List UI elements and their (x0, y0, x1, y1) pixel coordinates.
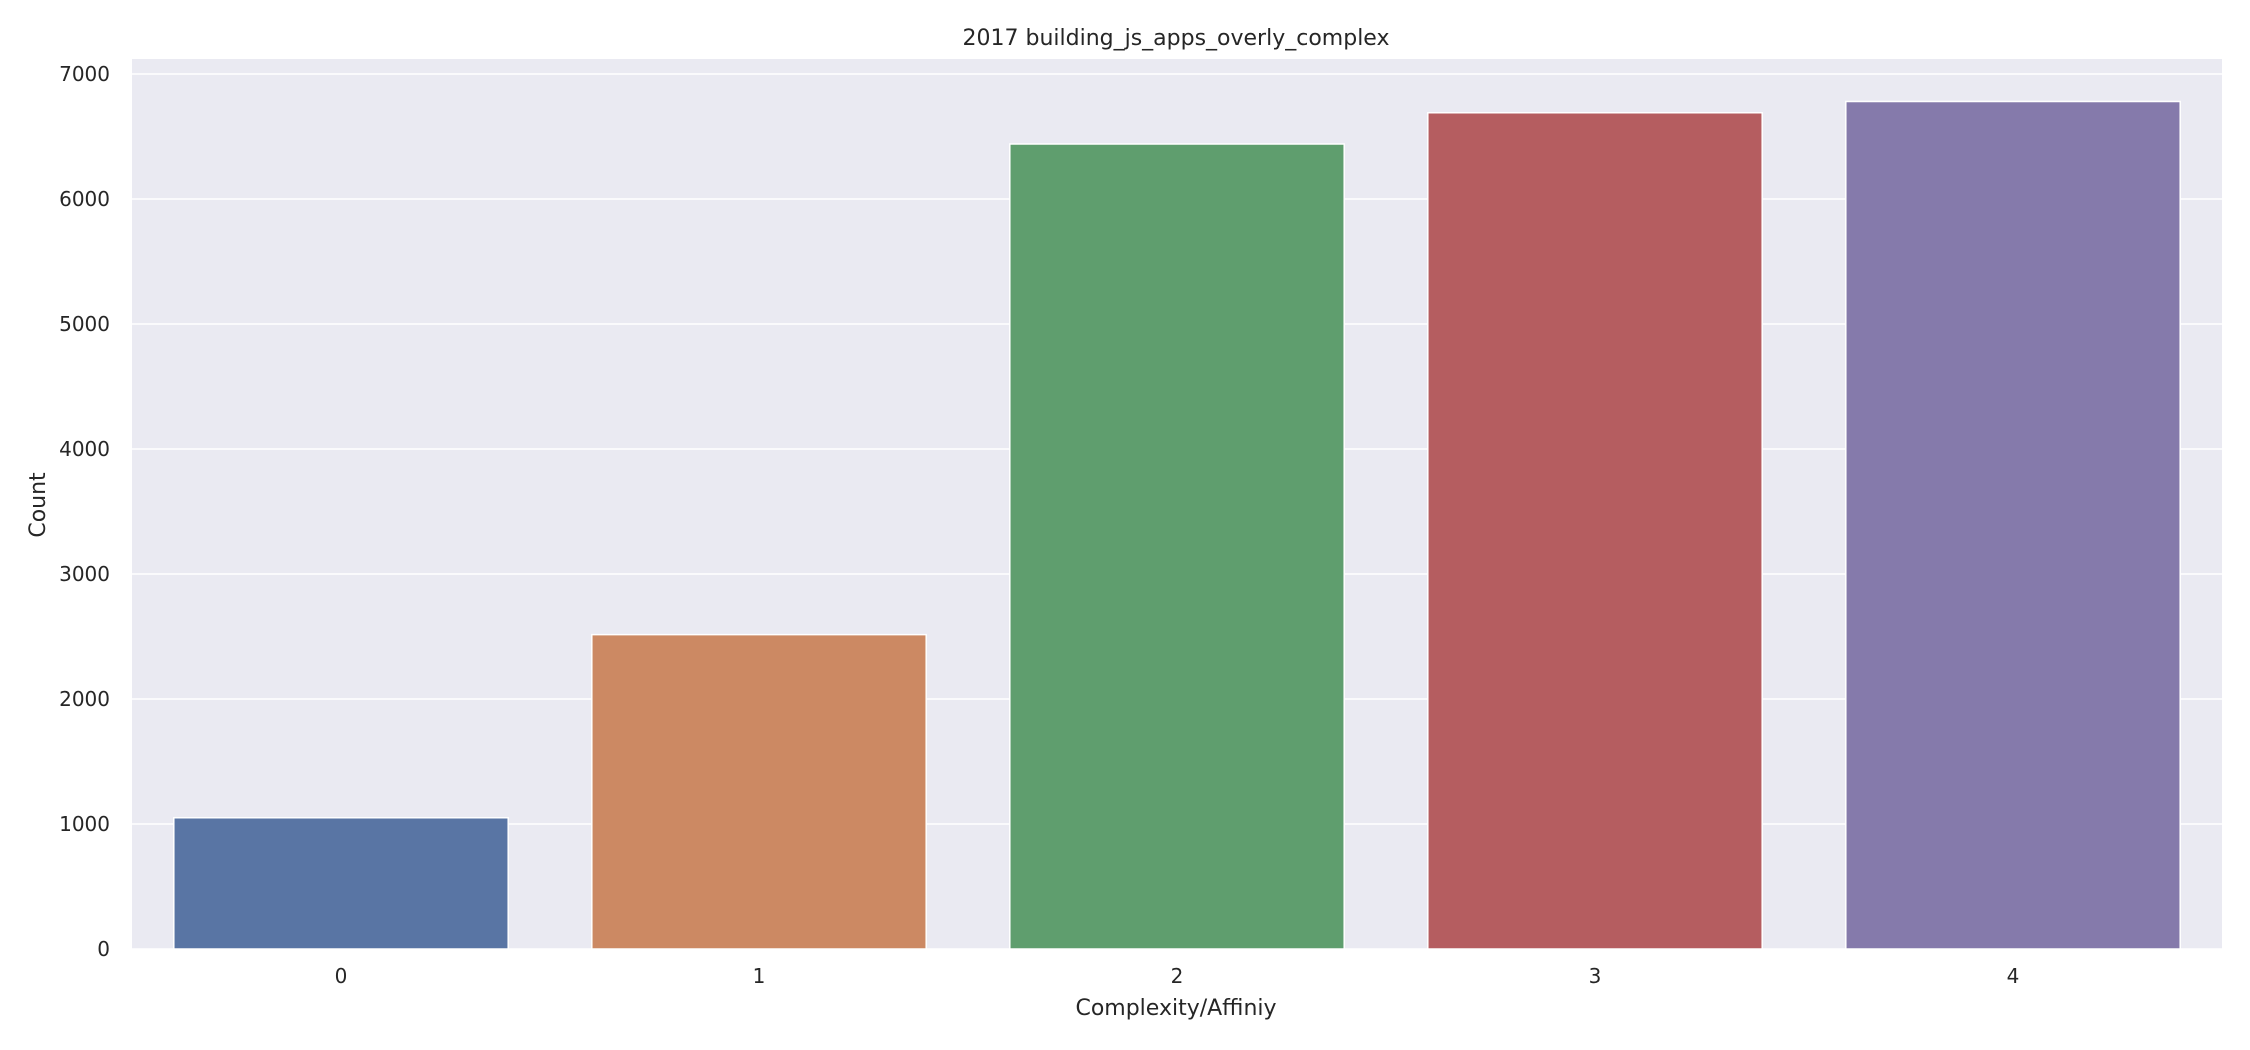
bar-4 (1845, 100, 2181, 950)
y-tick-label: 0 (97, 937, 110, 961)
x-tick-label: 4 (2007, 964, 2020, 988)
y-tick-label: 1000 (59, 812, 110, 836)
y-tick-label: 6000 (59, 187, 110, 211)
bar-3 (1427, 112, 1763, 950)
y-axis-label: Count (26, 472, 51, 538)
y-tick-label: 4000 (59, 437, 110, 461)
y-tick-label: 5000 (59, 312, 110, 336)
x-axis-label: Complexity/Affiniy (1075, 996, 1276, 1021)
bar-0 (173, 817, 509, 950)
y-tick-label: 7000 (59, 62, 110, 86)
y-tick-label: 3000 (59, 562, 110, 586)
x-tick-labels: 0 1 2 3 4 (335, 964, 2020, 988)
bar-2 (1009, 143, 1345, 950)
x-tick-label: 1 (753, 964, 766, 988)
x-tick-label: 2 (1171, 964, 1184, 988)
y-tick-labels: 0 1000 2000 3000 4000 5000 6000 7000 (59, 62, 110, 961)
y-tick-label: 2000 (59, 687, 110, 711)
bars (173, 100, 2181, 950)
bar-1 (591, 633, 927, 950)
x-tick-label: 0 (335, 964, 348, 988)
x-tick-label: 3 (1589, 964, 1602, 988)
chart-title: 2017 building_js_apps_overly_complex (963, 26, 1390, 51)
